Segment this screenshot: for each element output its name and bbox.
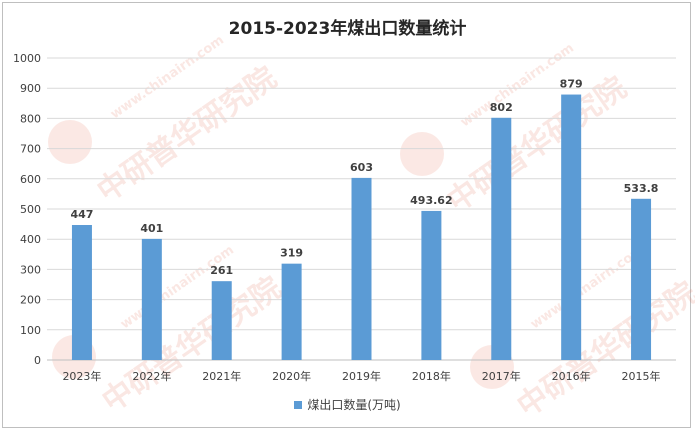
- data-label: 447: [70, 208, 93, 221]
- bar: [561, 94, 582, 361]
- data-label: 401: [140, 222, 163, 235]
- watermark-logo: [400, 132, 444, 176]
- data-label: 879: [560, 78, 583, 91]
- x-tick-label: 2018年: [412, 369, 451, 383]
- bar: [71, 225, 92, 360]
- chart-title: 2015-2023年煤出口数量统计: [228, 19, 467, 39]
- data-label: 493.62: [410, 194, 452, 207]
- x-tick-label: 2021年: [202, 369, 241, 383]
- data-label: 802: [490, 101, 513, 114]
- y-tick-label: 0: [34, 354, 41, 367]
- x-tick-label: 2019年: [342, 369, 381, 383]
- x-tick-label: 2022年: [132, 369, 171, 383]
- y-tick-label: 600: [20, 173, 41, 186]
- bar: [211, 281, 232, 360]
- y-tick-label: 800: [20, 112, 41, 125]
- bar: [491, 117, 512, 361]
- x-tick-label: 2017年: [482, 369, 521, 383]
- bar: [141, 238, 162, 360]
- watermark-logo: [48, 120, 92, 164]
- legend: 煤出口数量(万吨): [0, 396, 695, 413]
- data-label: 533.8: [624, 182, 659, 195]
- bar: [421, 210, 442, 360]
- legend-label: 煤出口数量(万吨): [307, 398, 401, 412]
- data-label: 319: [280, 247, 303, 260]
- y-tick-label: 500: [20, 203, 41, 216]
- y-tick-label: 700: [20, 143, 41, 156]
- bar: [351, 177, 372, 360]
- y-tick-label: 200: [20, 294, 41, 307]
- y-tick-label: 100: [20, 324, 41, 337]
- y-tick-label: 900: [20, 82, 41, 95]
- x-tick-label: 2020年: [272, 369, 311, 383]
- bar: [281, 263, 302, 360]
- x-tick-label: 2023年: [62, 369, 101, 383]
- data-label: 603: [350, 161, 373, 174]
- y-tick-label: 400: [20, 233, 41, 246]
- data-label: 261: [210, 264, 233, 277]
- y-tick-label: 1000: [13, 52, 41, 65]
- bar: [631, 198, 652, 360]
- x-tick-label: 2015年: [622, 369, 661, 383]
- legend-swatch: [294, 400, 303, 409]
- x-tick-label: 2016年: [552, 369, 591, 383]
- y-tick-label: 300: [20, 263, 41, 276]
